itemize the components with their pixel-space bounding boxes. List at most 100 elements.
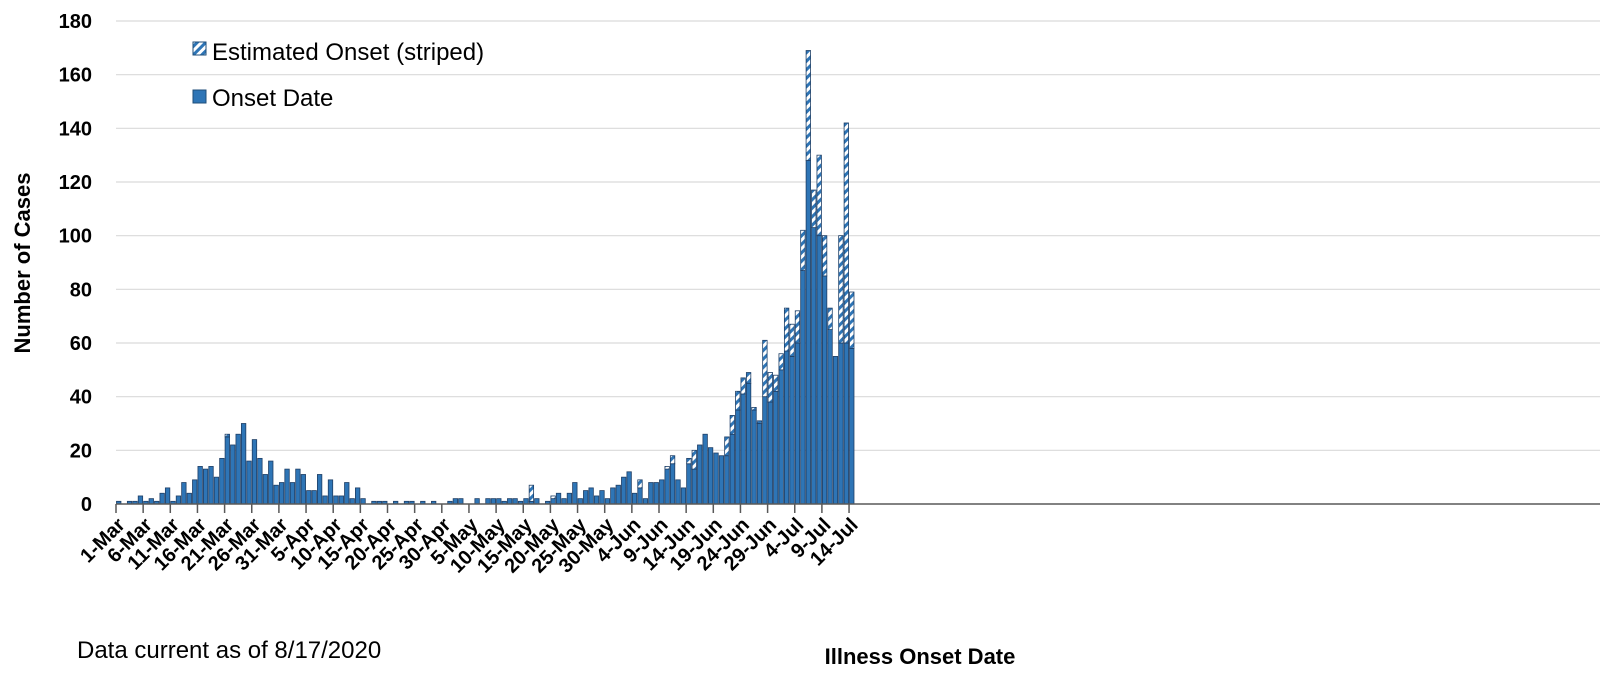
y-tick-label: 120 [59, 172, 92, 194]
bar-estimated [762, 339, 768, 398]
bar-onset [316, 474, 323, 505]
bar-estimated [838, 235, 844, 344]
bar-onset [197, 466, 203, 505]
bar-estimated [740, 377, 746, 395]
bar-estimated [783, 307, 790, 352]
bar-onset [653, 482, 659, 505]
bar-onset [219, 457, 225, 505]
bar-onset [523, 498, 529, 505]
bar-estimated [767, 372, 773, 403]
bar-onset [664, 468, 670, 505]
y-tick-label: 40 [70, 387, 92, 409]
bar-onset [566, 492, 573, 505]
bar-onset [224, 436, 230, 505]
bar-onset [805, 160, 811, 505]
bar-estimated [224, 433, 230, 438]
bar-onset [827, 329, 833, 505]
bar-onset [773, 390, 779, 505]
bar-onset [338, 495, 344, 505]
bars [116, 50, 855, 505]
bar-onset [789, 356, 795, 505]
bar-onset [246, 460, 252, 505]
bar-onset [181, 482, 187, 505]
bar-onset [767, 401, 773, 505]
bar-onset [615, 484, 621, 505]
axes [115, 503, 1600, 513]
bar-onset [555, 492, 562, 505]
bar-onset [278, 482, 285, 505]
bar-onset [718, 455, 725, 505]
bar-onset [175, 495, 182, 505]
bar-onset [669, 463, 676, 505]
bar-onset [832, 356, 839, 505]
bar-onset [849, 347, 855, 505]
bar-onset [148, 498, 154, 505]
y-tick-label: 80 [70, 279, 92, 301]
bar-onset [642, 498, 649, 505]
bar-onset [648, 482, 654, 505]
bar-estimated [800, 229, 806, 271]
bar-onset [289, 482, 296, 505]
bar-onset [273, 484, 279, 505]
bar-onset [713, 452, 719, 505]
bar-onset [821, 275, 828, 505]
bar-onset [485, 498, 491, 505]
bar-onset [583, 490, 589, 505]
y-tick-label: 20 [70, 440, 92, 462]
bar-estimated [637, 479, 643, 489]
bar-onset [202, 468, 209, 505]
bar-onset [561, 498, 567, 505]
bar-onset [691, 468, 697, 505]
bar-onset [697, 444, 703, 505]
legend-label-estimated: Estimated Onset (striped) [212, 39, 484, 66]
bar-onset [306, 490, 312, 505]
bar-onset [800, 270, 806, 505]
bar-onset [458, 498, 464, 505]
bar-onset [751, 409, 757, 505]
bar-onset [599, 490, 605, 505]
bar-onset [778, 369, 784, 505]
bar-estimated [756, 420, 763, 424]
bar-onset [240, 423, 247, 505]
bar-onset [230, 444, 236, 505]
bar-estimated [669, 455, 676, 465]
bar-onset [490, 498, 497, 505]
y-tick-label: 60 [70, 333, 92, 355]
bar-onset [794, 342, 801, 505]
bar-onset [702, 433, 708, 505]
bar-onset [164, 487, 171, 505]
bar-onset [208, 466, 214, 505]
bar-onset [680, 487, 687, 505]
bar-onset [512, 498, 518, 505]
bar-estimated [843, 122, 849, 344]
bar-estimated [686, 457, 692, 465]
bar-onset [159, 492, 165, 505]
bar-onset [327, 479, 334, 505]
y-tick-label: 140 [59, 118, 92, 140]
x-axis-title: Illness Onset Date [825, 644, 1016, 669]
bar-onset [724, 455, 730, 505]
bar-onset [333, 495, 339, 505]
bar-onset [295, 468, 301, 505]
legend: Estimated Onset (striped) Onset Date [192, 39, 484, 112]
bar-onset [604, 498, 611, 505]
bar-onset [349, 498, 355, 505]
bar-onset [284, 468, 290, 505]
bar-estimated [849, 291, 855, 349]
bar-onset [588, 487, 594, 505]
bar-onset [838, 342, 844, 505]
bar-onset [621, 476, 627, 505]
legend-label-onset: Onset Date [212, 85, 333, 112]
bar-estimated [729, 415, 735, 435]
y-tick-label: 180 [59, 11, 92, 33]
bar-estimated [773, 374, 779, 392]
bar-estimated [811, 189, 817, 229]
bar-onset [137, 495, 144, 505]
bar-onset [213, 476, 220, 505]
bar-estimated [550, 495, 556, 500]
bar-onset [577, 498, 583, 505]
bar-onset [474, 498, 480, 505]
bar-onset [186, 492, 192, 505]
bar-onset [659, 479, 665, 505]
